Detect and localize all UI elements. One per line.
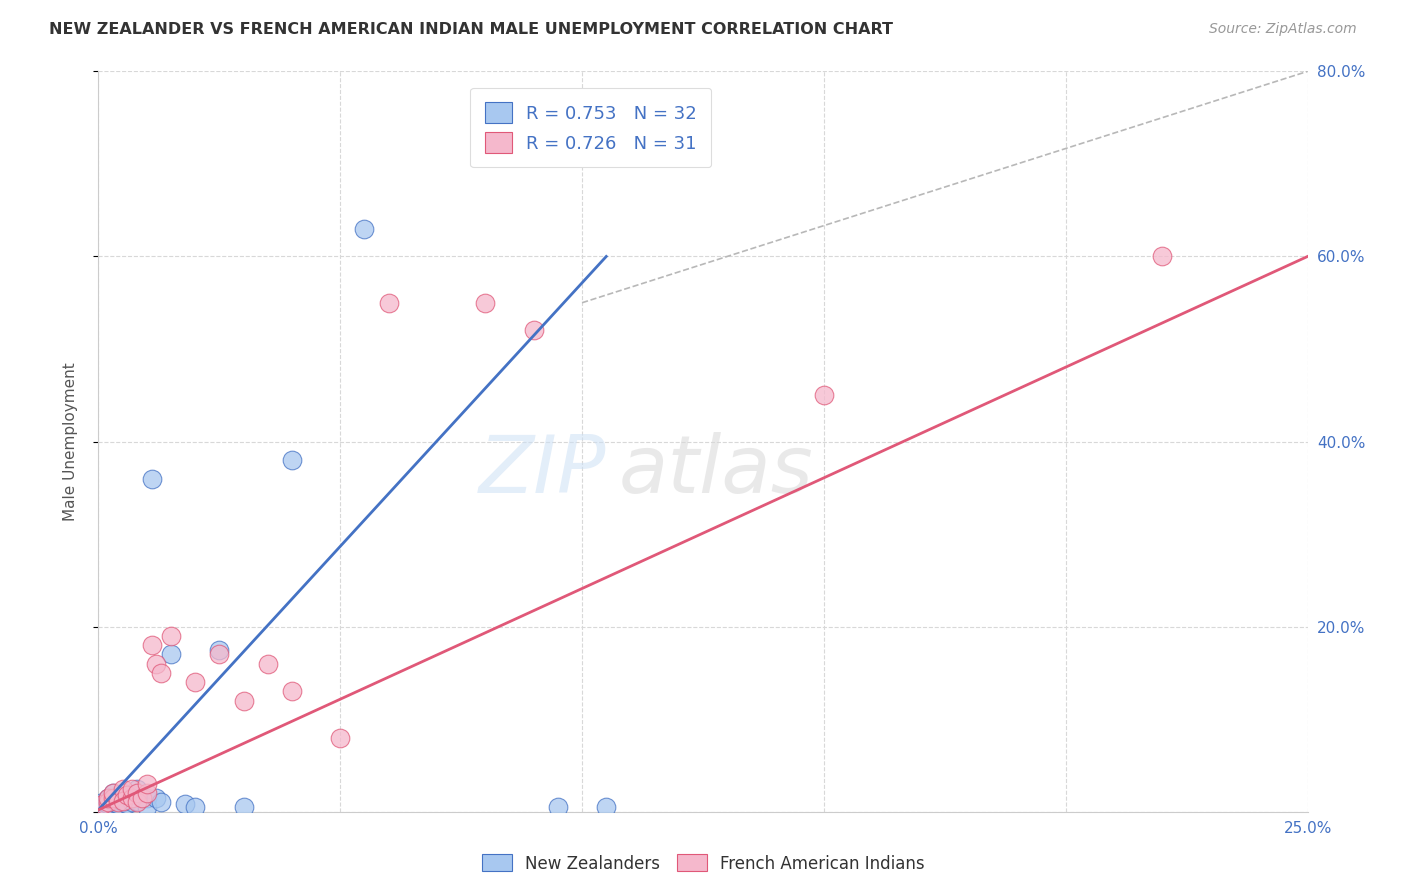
- Point: [121, 788, 143, 802]
- Point: [131, 790, 153, 805]
- Point: [135, 777, 157, 791]
- Point: [145, 657, 167, 671]
- Point: [150, 796, 173, 810]
- Point: [111, 796, 134, 810]
- Point: [111, 794, 134, 808]
- Point: [101, 786, 124, 800]
- Point: [150, 665, 173, 680]
- Point: [127, 786, 149, 800]
- Point: [1152, 250, 1174, 264]
- Point: [91, 800, 114, 814]
- Point: [101, 794, 124, 808]
- Point: [91, 797, 114, 812]
- Point: [160, 648, 183, 662]
- Point: [135, 786, 157, 800]
- Point: [595, 800, 617, 814]
- Text: atlas: atlas: [619, 432, 813, 510]
- Point: [160, 629, 183, 643]
- Point: [91, 796, 114, 810]
- Point: [107, 797, 129, 812]
- Point: [474, 295, 496, 310]
- Point: [281, 453, 304, 467]
- Point: [101, 790, 124, 805]
- Point: [121, 796, 143, 810]
- Point: [97, 797, 120, 812]
- Point: [121, 790, 143, 805]
- Point: [547, 800, 569, 814]
- Point: [208, 648, 231, 662]
- Point: [117, 790, 139, 805]
- Point: [141, 472, 163, 486]
- Point: [232, 694, 254, 708]
- Point: [377, 295, 399, 310]
- Legend: New Zealanders, French American Indians: New Zealanders, French American Indians: [475, 847, 931, 880]
- Point: [107, 790, 129, 805]
- Point: [174, 797, 197, 812]
- Point: [184, 675, 207, 690]
- Point: [117, 797, 139, 812]
- Point: [131, 790, 153, 805]
- Text: Source: ZipAtlas.com: Source: ZipAtlas.com: [1209, 22, 1357, 37]
- Point: [111, 786, 134, 800]
- Point: [523, 324, 546, 338]
- Point: [97, 796, 120, 810]
- Point: [281, 684, 304, 698]
- Point: [127, 794, 149, 808]
- Point: [232, 800, 254, 814]
- Point: [145, 790, 167, 805]
- Point: [111, 781, 134, 796]
- Point: [121, 781, 143, 796]
- Text: NEW ZEALANDER VS FRENCH AMERICAN INDIAN MALE UNEMPLOYMENT CORRELATION CHART: NEW ZEALANDER VS FRENCH AMERICAN INDIAN …: [49, 22, 893, 37]
- Point: [184, 800, 207, 814]
- Point: [813, 388, 835, 402]
- Point: [135, 800, 157, 814]
- Text: ZIP: ZIP: [479, 432, 606, 510]
- Point: [97, 790, 120, 805]
- Point: [101, 796, 124, 810]
- Point: [208, 642, 231, 657]
- Point: [127, 781, 149, 796]
- Point: [329, 731, 352, 745]
- Legend: R = 0.753   N = 32, R = 0.726   N = 31: R = 0.753 N = 32, R = 0.726 N = 31: [470, 87, 711, 168]
- Point: [97, 790, 120, 805]
- Point: [127, 796, 149, 810]
- Point: [107, 796, 129, 810]
- Point: [256, 657, 278, 671]
- Y-axis label: Male Unemployment: Male Unemployment: [63, 362, 77, 521]
- Point: [117, 788, 139, 802]
- Point: [135, 790, 157, 805]
- Point: [101, 786, 124, 800]
- Point: [353, 221, 375, 235]
- Point: [141, 638, 163, 652]
